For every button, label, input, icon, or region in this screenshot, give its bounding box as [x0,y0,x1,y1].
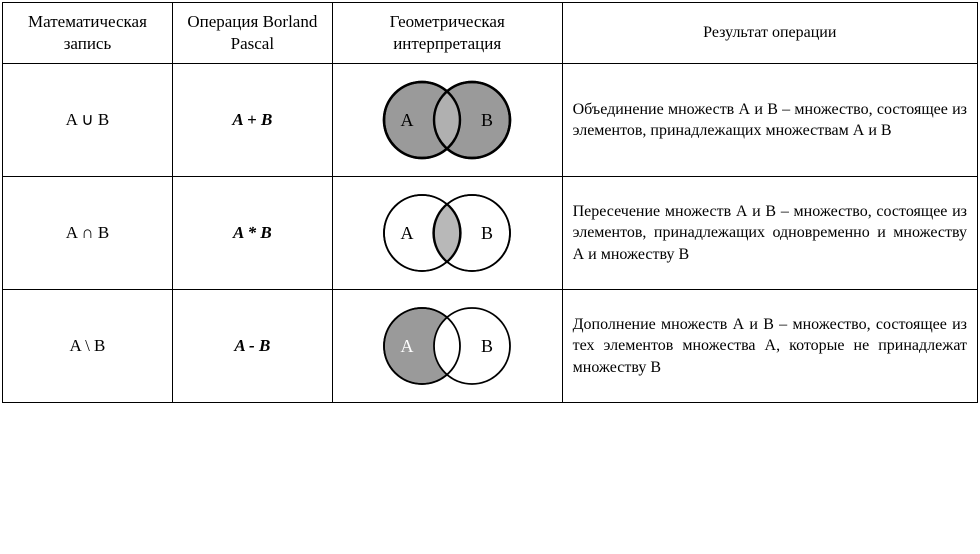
set-operations-table: Математическая запись Операция Borland P… [2,2,978,403]
pascal-notation: A + B [172,64,332,177]
header-pascal: Операция Borland Pascal [172,3,332,64]
svg-text:B: B [481,336,493,356]
svg-text:B: B [481,223,493,243]
svg-text:B: B [481,110,493,130]
result-description: Дополнение множеств А и В – множество, с… [562,290,977,403]
svg-text:A: A [401,336,414,356]
table-row: A ∩ B A * B A B Пересечение множеств А и… [3,177,978,290]
header-row: Математическая запись Операция Borland P… [3,3,978,64]
venn-diagram-difference: A B [332,290,562,403]
result-description: Пересечение множеств А и В – множество, … [562,177,977,290]
venn-union-icon: A B [372,72,522,168]
header-math: Математическая запись [3,3,173,64]
pascal-notation: A - B [172,290,332,403]
math-notation: A \ B [3,290,173,403]
table-row: A ∪ B A + B A B Объединение множеств А и… [3,64,978,177]
venn-intersection-icon: A B [372,185,522,281]
venn-difference-icon: A B [372,298,522,394]
math-notation: A ∪ B [3,64,173,177]
header-geom: Геометрическая интерпретация [332,3,562,64]
table-row: A \ B A - B A B Дополнение множеств А и … [3,290,978,403]
result-description: Объединение множеств А и В – множество, … [562,64,977,177]
venn-diagram-intersection: A B [332,177,562,290]
math-notation: A ∩ B [3,177,173,290]
pascal-notation: A * B [172,177,332,290]
svg-text:A: A [401,110,414,130]
venn-diagram-union: A B [332,64,562,177]
svg-text:A: A [401,223,414,243]
header-result: Результат операции [562,3,977,64]
